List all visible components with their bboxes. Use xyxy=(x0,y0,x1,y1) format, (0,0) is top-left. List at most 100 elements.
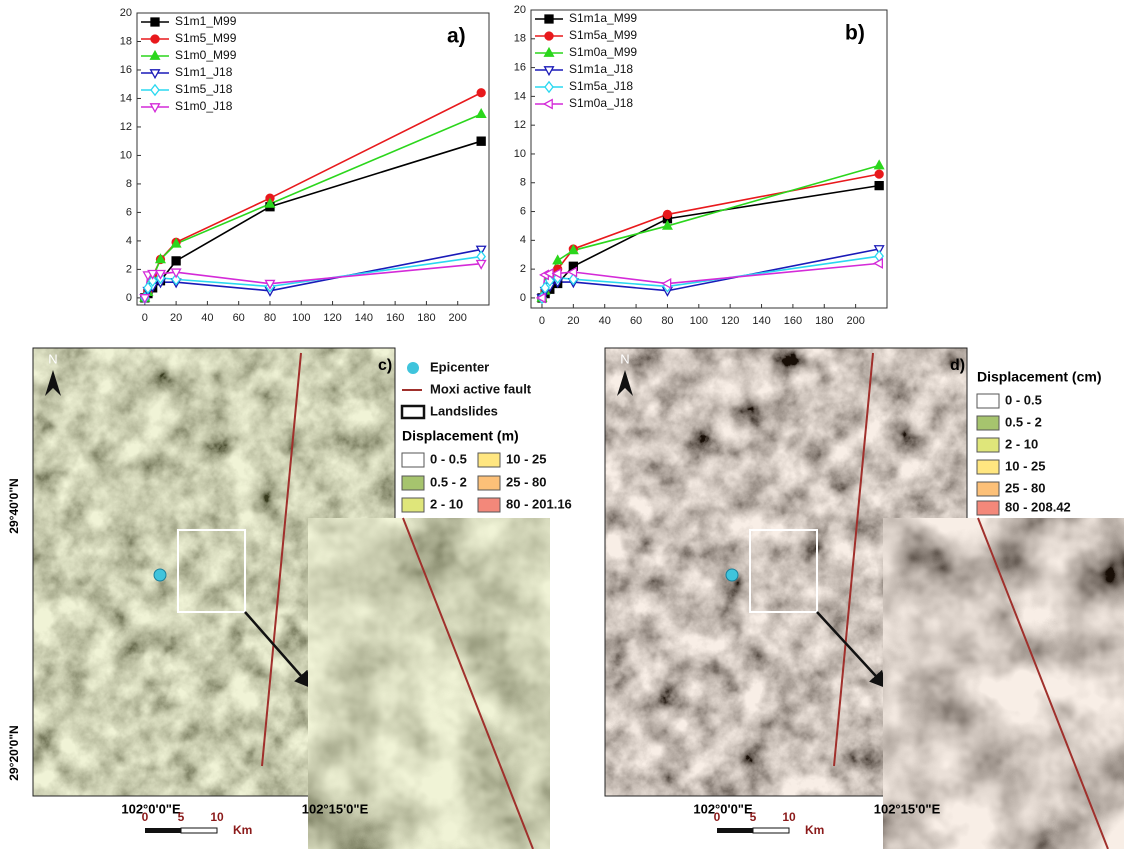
data-point xyxy=(553,256,562,264)
scale-bar-white xyxy=(181,828,217,833)
data-point xyxy=(477,109,486,117)
north-label: N xyxy=(620,351,629,366)
epicenter xyxy=(726,569,738,581)
series-line xyxy=(145,114,481,298)
y-tick-label: 10 xyxy=(514,148,526,160)
latitude-label: 29°20'0"N xyxy=(7,725,21,780)
longitude-label: 102°0'0"E xyxy=(693,801,753,816)
legend-item-label: 10 - 25 xyxy=(1005,458,1045,473)
legend-label: S1m5_M99 xyxy=(175,31,237,45)
x-tick-label: 140 xyxy=(355,312,373,324)
legend-swatch xyxy=(402,453,424,467)
legend-symbol-label: Landslides xyxy=(430,403,498,418)
y-tick-label: 6 xyxy=(520,205,526,217)
data-point xyxy=(477,89,485,97)
x-tick-label: 80 xyxy=(661,315,673,327)
legend-item-label: 10 - 25 xyxy=(506,451,546,466)
panel-label: c) xyxy=(378,357,392,374)
x-tick-label: 20 xyxy=(567,315,579,327)
x-tick-label: 120 xyxy=(323,312,341,324)
y-tick-label: 8 xyxy=(126,178,132,190)
legend-marker xyxy=(151,35,159,43)
y-tick-label: 14 xyxy=(514,90,526,102)
legend-swatch xyxy=(977,394,999,408)
y-tick-label: 2 xyxy=(520,263,526,275)
y-tick-label: 4 xyxy=(520,234,526,246)
scale-bar-black xyxy=(145,828,181,833)
legend-item-label: 2 - 10 xyxy=(430,496,463,511)
longitude-label: 102°0'0"E xyxy=(121,801,181,816)
scale-label: Km xyxy=(805,823,824,837)
data-point xyxy=(172,257,180,265)
legend-symbol-label: Moxi active fault xyxy=(430,381,532,396)
epicenter xyxy=(154,569,166,581)
x-tick-label: 180 xyxy=(815,315,833,327)
legend-label: S1m1a_J18 xyxy=(569,62,633,76)
x-tick-label: 0 xyxy=(539,315,545,327)
legend-label: S1m0_J18 xyxy=(175,99,233,113)
y-tick-label: 18 xyxy=(120,35,132,47)
legend-swatch xyxy=(402,498,424,512)
x-tick-label: 100 xyxy=(690,315,708,327)
legend-item-label: 2 - 10 xyxy=(1005,436,1038,451)
y-tick-label: 14 xyxy=(120,92,132,104)
y-tick-label: 20 xyxy=(514,4,526,16)
scale-label: Km xyxy=(233,823,252,837)
legend-swatch xyxy=(478,498,500,512)
series-line xyxy=(145,249,481,297)
y-tick-label: 16 xyxy=(120,64,132,76)
data-point xyxy=(477,137,485,145)
y-tick-label: 6 xyxy=(126,206,132,218)
longitude-label: 102°15'0"E xyxy=(874,801,941,816)
scale-bar-white xyxy=(753,828,789,833)
latitude-label: 29°40'0"N xyxy=(7,478,21,533)
data-point xyxy=(875,170,883,178)
y-tick-label: 10 xyxy=(120,149,132,161)
legend-symbol-label: Epicenter xyxy=(430,359,489,374)
legend-marker xyxy=(545,82,553,92)
legend-swatch xyxy=(977,438,999,452)
legend-marker xyxy=(151,85,159,95)
x-tick-label: 180 xyxy=(417,312,435,324)
series-line xyxy=(542,256,879,298)
y-tick-label: 2 xyxy=(126,263,132,275)
legend-item-label: 0.5 - 2 xyxy=(430,474,467,489)
y-tick-label: 12 xyxy=(120,121,132,133)
x-tick-label: 60 xyxy=(630,315,642,327)
y-tick-label: 16 xyxy=(514,61,526,73)
legend-swatch xyxy=(402,476,424,490)
y-tick-label: 18 xyxy=(514,33,526,45)
scale-label: 5 xyxy=(178,810,185,824)
y-tick-label: 4 xyxy=(126,235,132,247)
y-tick-label: 12 xyxy=(514,119,526,131)
x-tick-label: 140 xyxy=(752,315,770,327)
x-tick-label: 0 xyxy=(142,312,148,324)
x-tick-label: 120 xyxy=(721,315,739,327)
legend-title: Displacement (cm) xyxy=(977,369,1101,385)
legend-item-label: 25 - 80 xyxy=(506,474,546,489)
x-tick-label: 160 xyxy=(784,315,802,327)
longitude-label: 102°15'0"E xyxy=(302,801,369,816)
legend-marker xyxy=(545,15,553,23)
legend-epicenter xyxy=(407,362,419,374)
legend-marker xyxy=(151,104,160,112)
legend-label: S1m5a_M99 xyxy=(569,28,637,42)
series-line xyxy=(145,93,481,298)
scale-label: 5 xyxy=(750,810,757,824)
legend-title: Displacement (m) xyxy=(402,428,519,444)
x-tick-label: 40 xyxy=(599,315,611,327)
legend-label: S1m5_J18 xyxy=(175,82,233,96)
legend-label: S1m0_M99 xyxy=(175,48,237,62)
legend-swatch xyxy=(977,416,999,430)
legend-label: S1m1_J18 xyxy=(175,65,233,79)
legend-marker xyxy=(545,67,554,75)
y-tick-label: 0 xyxy=(126,292,132,304)
data-point xyxy=(663,210,671,218)
series-line xyxy=(145,257,481,298)
y-tick-label: 20 xyxy=(120,7,132,19)
y-tick-label: 8 xyxy=(520,177,526,189)
x-tick-label: 100 xyxy=(292,312,310,324)
legend-label: S1m1_M99 xyxy=(175,14,237,28)
legend-label: S1m5a_J18 xyxy=(569,79,633,93)
legend-label: S1m1a_M99 xyxy=(569,11,637,25)
